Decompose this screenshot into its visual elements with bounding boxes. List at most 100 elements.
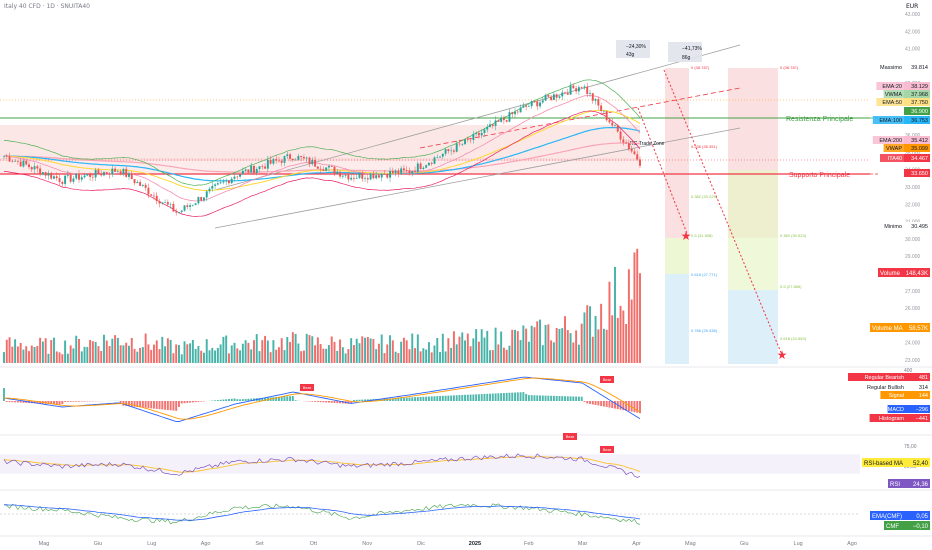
macd-histogram-bar	[133, 401, 136, 407]
macd-histogram-bar	[439, 396, 442, 401]
fib-right-label: 0 (38.787)	[780, 65, 799, 70]
volume-badge	[878, 268, 930, 277]
macd-histogram-bar	[216, 400, 219, 401]
candle-body	[544, 94, 547, 101]
measure-box-2[interactable]	[668, 42, 702, 62]
price-tick: 33.000	[905, 185, 921, 191]
candle-body	[286, 154, 289, 157]
ema-50-line	[3, 109, 641, 191]
price-badge-value: 39.814	[911, 65, 928, 71]
volume-bar	[397, 353, 400, 363]
volume-bar	[361, 336, 364, 363]
fib-box-left-green	[665, 238, 689, 274]
volume-bar	[39, 337, 42, 363]
volume-bar	[591, 336, 594, 363]
macd-histogram-bar	[436, 396, 439, 401]
macd-histogram-bar	[508, 392, 511, 401]
time-tick: Giu	[740, 541, 749, 547]
time-axis[interactable]: Mag Giu Lug Ago Set Ott Nov Dic 2025 Feb Mar Apr Mag…	[39, 541, 857, 547]
price-badge-label: VWAP	[886, 146, 902, 152]
rsi-ma-value: 52,40	[913, 461, 929, 467]
volume-bar	[175, 344, 178, 363]
candle-body	[219, 182, 222, 184]
volume-bar	[619, 305, 622, 363]
candle-body	[636, 154, 639, 160]
candle-body	[491, 124, 494, 126]
volume-bar	[505, 349, 508, 363]
candle-body	[197, 197, 200, 204]
volume-bar	[219, 344, 222, 363]
candle-body	[608, 120, 611, 123]
volume-bar	[516, 331, 519, 363]
volume-bar	[114, 335, 117, 363]
candle-body	[502, 118, 505, 121]
macd-histogram-bar	[53, 401, 55, 405]
candle-body	[586, 86, 589, 94]
volume-bar	[72, 348, 75, 363]
volume-bar	[550, 340, 553, 363]
time-tick: Set	[255, 541, 264, 547]
measure-box-1[interactable]	[616, 40, 650, 58]
volume-bar	[572, 342, 575, 363]
volume-bar	[272, 340, 275, 363]
volume-bar	[561, 328, 564, 363]
macd-histogram-bar	[608, 401, 611, 408]
price-tick: 30.000	[905, 237, 921, 243]
volume-bar	[330, 336, 333, 363]
rsi-axis-75: 75,00	[904, 444, 917, 450]
macd-histogram-bar	[500, 393, 503, 401]
fib-box-right-blue	[728, 290, 778, 364]
volume-bar	[108, 345, 111, 363]
volume-bar	[364, 337, 367, 363]
candle-body	[408, 170, 411, 174]
macd-histogram-bar	[14, 401, 17, 403]
candle-body	[166, 202, 169, 205]
macd-histogram-bar	[178, 401, 180, 407]
candle-body	[450, 150, 453, 152]
price-badge-label: EMA:20	[882, 84, 902, 90]
fib-left-label: 0.786 (25.438)	[691, 328, 718, 333]
volume-bar	[514, 329, 516, 363]
candle-body	[194, 203, 197, 205]
macd-histogram-bar	[264, 397, 267, 401]
macd-legend-item: MACD −296	[887, 405, 930, 413]
candle-body	[136, 182, 139, 184]
volume-bar	[358, 343, 361, 363]
volume-bar	[341, 347, 344, 363]
macd-histogram-bar	[364, 399, 367, 401]
macd-histogram-bar	[8, 401, 11, 403]
volume-bar	[69, 345, 72, 363]
channel-upper[interactable]	[214, 44, 741, 191]
macd-histogram-bar	[633, 401, 636, 413]
candle-body	[444, 149, 447, 154]
macd-line	[3, 376, 641, 423]
candle-body	[291, 158, 294, 161]
macd-histogram-bar	[400, 397, 403, 401]
macd-histogram-bar	[444, 395, 447, 401]
candle-body	[394, 170, 397, 174]
candle-body	[144, 184, 147, 188]
volume-bar	[89, 339, 92, 363]
candle-body	[572, 85, 575, 89]
macd-histogram-bar	[247, 398, 250, 401]
candle-body	[405, 169, 408, 171]
candle-body	[369, 173, 372, 180]
volume-bar	[277, 347, 280, 363]
macd-legend-value: 314	[919, 385, 928, 391]
volume-bar	[344, 353, 347, 363]
candle-body	[300, 155, 303, 158]
candle-body	[236, 176, 239, 178]
candle-body	[191, 204, 194, 206]
macd-histogram-bar	[64, 401, 67, 402]
volume-bar	[630, 299, 633, 363]
volume-bar	[380, 334, 383, 363]
volume-bar	[103, 334, 105, 363]
volume-bar	[419, 351, 422, 363]
macd-histogram-bar	[566, 396, 569, 401]
candle-body	[202, 197, 205, 201]
candle-body	[416, 163, 419, 172]
price-badge: Massimo 39.814	[872, 63, 930, 71]
rsi-bear-tag	[563, 433, 577, 440]
channel-lower[interactable]	[214, 127, 741, 229]
